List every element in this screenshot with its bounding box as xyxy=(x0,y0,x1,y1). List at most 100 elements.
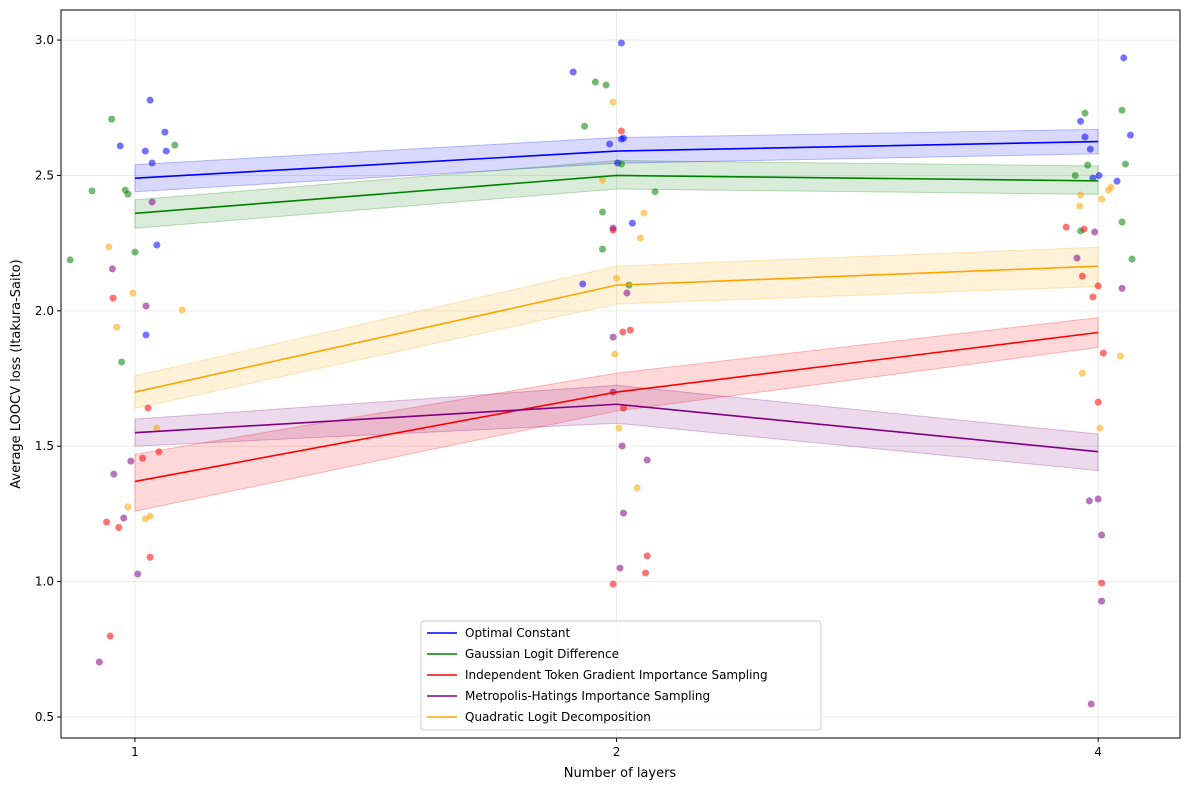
y-tick-label: 3.0 xyxy=(35,33,54,47)
scatter-point xyxy=(1091,228,1099,236)
scatter-point xyxy=(1113,177,1121,185)
legend-box xyxy=(420,620,822,731)
scatter-point xyxy=(103,518,111,526)
y-tick-label: 0.5 xyxy=(35,710,54,724)
scatter-point xyxy=(109,294,117,302)
scatter-point xyxy=(148,198,156,206)
scatter-point xyxy=(115,523,123,531)
scatter-point xyxy=(1118,218,1126,226)
scatter-point xyxy=(129,289,137,297)
scatter-point xyxy=(1071,171,1079,179)
scatter-point xyxy=(153,241,161,249)
scatter-point xyxy=(1089,174,1097,182)
scatter-point xyxy=(1094,282,1102,290)
scatter-point xyxy=(155,448,163,456)
scatter-point xyxy=(146,553,154,561)
scatter-point xyxy=(581,122,589,130)
scatter-point xyxy=(609,580,617,588)
confidence-band xyxy=(134,317,1099,512)
scatter-point xyxy=(95,658,103,666)
scatter-point xyxy=(636,234,644,242)
y-tick-label: 1.5 xyxy=(35,439,54,453)
scatter-point xyxy=(1073,254,1081,262)
scatter-point xyxy=(619,509,627,517)
scatter-point xyxy=(144,404,152,412)
scatter-point xyxy=(615,424,623,432)
scatter-point xyxy=(1094,398,1102,406)
scatter-point xyxy=(609,224,617,232)
scatter-point xyxy=(1084,161,1092,169)
scatter-point xyxy=(617,127,625,135)
scatter-point xyxy=(120,514,128,522)
scatter-point xyxy=(599,208,607,216)
scatter-point xyxy=(124,190,132,198)
scatter-point xyxy=(142,331,150,339)
legend-label: Gaussian Logit Difference xyxy=(465,647,619,661)
scatter-point xyxy=(141,147,149,155)
scatter-point xyxy=(110,470,118,478)
scatter-point xyxy=(161,128,169,136)
series-lines xyxy=(134,140,1099,483)
scatter-point xyxy=(599,245,607,253)
legend-label: Quadratic Logit Decomposition xyxy=(465,710,651,724)
series-line xyxy=(134,265,1099,393)
y-tick-label: 2.5 xyxy=(35,168,54,182)
scatter-point xyxy=(591,78,599,86)
scatter-point xyxy=(619,404,627,412)
scatter-point xyxy=(633,484,641,492)
scatter-point xyxy=(641,569,649,577)
scatter-point xyxy=(602,81,610,89)
scatter-point xyxy=(171,141,179,149)
axis-ticks: 1 2 4 0.5 1.0 1.5 2.0 2.5 3.0 xyxy=(35,33,1102,759)
scatter-point xyxy=(619,328,627,336)
scatter-point xyxy=(1087,700,1095,708)
scatter-point xyxy=(643,552,651,560)
scatter-points xyxy=(66,39,1136,708)
scatter-point xyxy=(613,274,621,282)
scatter-point xyxy=(146,96,154,104)
scatter-point xyxy=(640,209,648,217)
scatter-point xyxy=(599,176,607,184)
scatter-point xyxy=(1089,293,1097,301)
scatter-point xyxy=(617,160,625,168)
scatter-point xyxy=(579,280,587,288)
plot-frame xyxy=(60,9,1181,739)
scatter-point xyxy=(148,159,156,167)
scatter-point xyxy=(1120,54,1128,62)
y-axis-label: Average LOOCV loss (Itakura-Saito) xyxy=(9,259,24,488)
scatter-point xyxy=(153,424,161,432)
x-tick-label: 1 xyxy=(131,745,139,759)
scatter-point xyxy=(1128,255,1136,263)
scatter-point xyxy=(617,39,625,47)
series-line xyxy=(134,403,1099,453)
legend-label: Independent Token Gradient Importance Sa… xyxy=(465,668,768,682)
scatter-point xyxy=(142,302,150,310)
scatter-point xyxy=(1096,424,1104,432)
scatter-point xyxy=(1098,579,1106,587)
scatter-point xyxy=(106,632,114,640)
scatter-point xyxy=(1098,531,1106,539)
scatter-point xyxy=(1094,495,1102,503)
scatter-point xyxy=(1077,117,1085,125)
scatter-point xyxy=(1118,106,1126,114)
scatter-point xyxy=(611,350,619,358)
x-axis-label: Number of layers xyxy=(564,766,677,781)
scatter-point xyxy=(651,188,659,196)
scatter-point xyxy=(113,323,121,331)
scatter-point xyxy=(66,256,74,264)
x-tick-label: 4 xyxy=(1094,745,1102,759)
scatter-point xyxy=(105,243,113,251)
scatter-point xyxy=(1078,369,1086,377)
scatter-point xyxy=(131,248,139,256)
y-tick-label: 1.0 xyxy=(35,575,54,589)
scatter-point xyxy=(1126,131,1134,139)
scatter-point xyxy=(162,147,170,155)
scatter-point xyxy=(146,512,154,520)
scatter-point xyxy=(1081,109,1089,117)
legend: Optimal Constant Gaussian Logit Differenc… xyxy=(420,620,822,731)
scatter-point xyxy=(626,326,634,334)
scatter-point xyxy=(1099,349,1107,357)
scatter-point xyxy=(108,115,116,123)
x-tick-label: 2 xyxy=(613,745,621,759)
